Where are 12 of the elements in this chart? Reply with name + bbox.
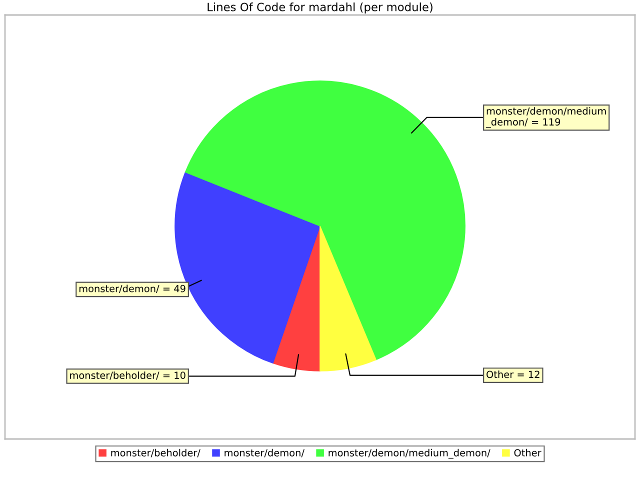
data-label: monster/demon/medium_demon/ = 119 [486,107,606,128]
legend-label: monster/demon/medium_demon/ [328,448,490,459]
data-label: monster/demon/ = 49 [79,284,186,294]
legend-label: monster/beholder/ [111,448,200,458]
pie-slice [320,226,376,372]
pie-slice [184,80,466,360]
legend-label: monster/demon/ [224,448,304,458]
legend-label: Other [514,448,542,456]
pie-slice [174,172,320,364]
data-label: Other = 12 [486,370,540,378]
data-label: monster/beholder/ = 10 [70,371,186,380]
chart-title: Lines Of Code for mardahl (per module) [208,2,432,14]
